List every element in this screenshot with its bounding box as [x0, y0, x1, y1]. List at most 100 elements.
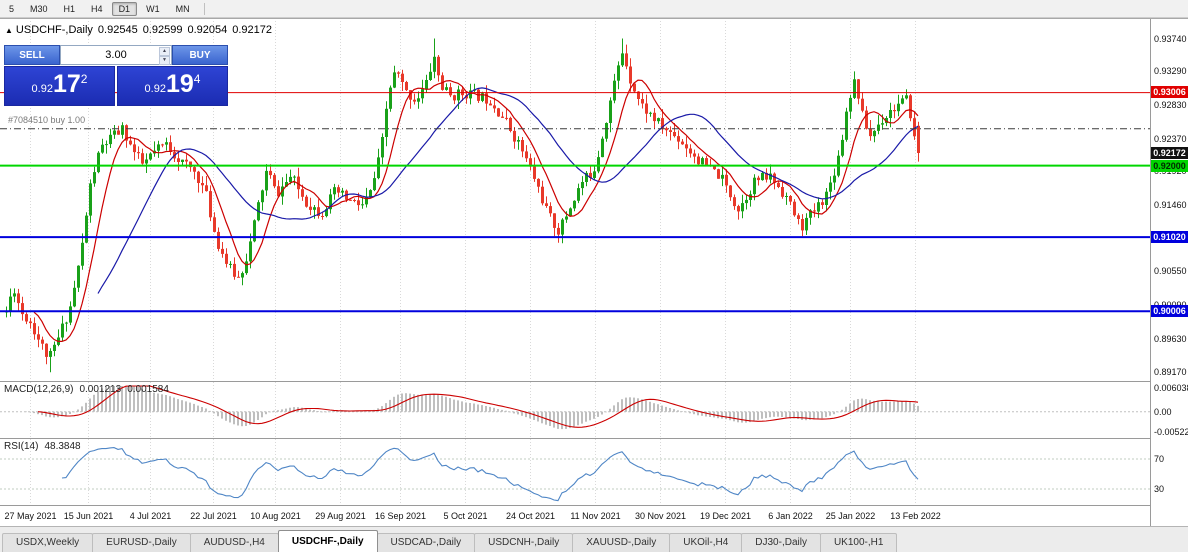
- date-tick-label: 24 Oct 2021: [505, 511, 556, 521]
- candle-body: [885, 118, 888, 124]
- candlestick-chart-canvas[interactable]: [0, 21, 1150, 381]
- macd-bar: [689, 411, 691, 414]
- panel-separator[interactable]: [0, 438, 1188, 439]
- buy-price-button[interactable]: 0.92194: [117, 66, 228, 106]
- candle-body: [165, 142, 168, 145]
- candle-body: [185, 159, 188, 162]
- chart-tab-xauusd-daily[interactable]: XAUUSD-,Daily: [572, 533, 671, 552]
- macd-bar: [385, 403, 387, 412]
- macd-bar: [109, 386, 111, 412]
- timeframe-button-w1[interactable]: W1: [146, 3, 160, 14]
- candle-body: [873, 130, 876, 137]
- macd-bar: [501, 409, 503, 412]
- macd-bar: [789, 411, 791, 418]
- chart-tab-usdcad-daily[interactable]: USDCAD-,Daily: [376, 533, 476, 552]
- candle-body: [65, 322, 68, 324]
- chart-tab-uk100-h1[interactable]: UK100-,H1: [819, 533, 898, 552]
- candle-body: [129, 140, 132, 145]
- candle-body: [133, 144, 136, 153]
- volume-input[interactable]: 3.00 ▲ ▼: [60, 45, 172, 65]
- sell-price-button[interactable]: 0.92172: [4, 66, 115, 106]
- macd-bar: [905, 400, 907, 412]
- buy-button[interactable]: BUY: [172, 45, 228, 65]
- macd-bar: [97, 391, 99, 412]
- timeframe-button-5[interactable]: 5: [9, 3, 15, 14]
- macd-bar: [693, 411, 695, 415]
- timeframe-button-h1[interactable]: H1: [63, 3, 76, 14]
- candle-body: [605, 123, 608, 139]
- candle-body: [781, 187, 784, 197]
- macd-bar: [549, 411, 551, 426]
- chart-tab-usdcnh-daily[interactable]: USDCNH-,Daily: [474, 533, 574, 552]
- candle-body: [409, 90, 412, 100]
- candle-body: [317, 207, 320, 216]
- macd-bar: [545, 411, 547, 425]
- candle-body: [801, 219, 804, 231]
- candle-body: [733, 197, 736, 207]
- macd-bar: [761, 411, 763, 419]
- candle-body: [553, 213, 556, 228]
- candle-body: [177, 158, 180, 162]
- volume-down-icon[interactable]: ▼: [159, 56, 170, 65]
- macd-bar: [757, 411, 759, 420]
- macd-canvas[interactable]: [0, 382, 1150, 438]
- candle-body: [865, 110, 868, 129]
- macd-bar: [813, 411, 815, 420]
- macd-bar: [897, 401, 899, 412]
- sell-button[interactable]: SELL: [4, 45, 60, 65]
- candle-body: [517, 140, 520, 142]
- macd-bar: [765, 411, 767, 419]
- panel-separator[interactable]: [0, 381, 1188, 382]
- macd-bar: [657, 404, 659, 412]
- candle-body: [681, 141, 684, 145]
- rsi-label: RSI(14) 48.3848: [4, 441, 81, 452]
- rsi-canvas[interactable]: [0, 439, 1150, 505]
- volume-spinner[interactable]: ▲ ▼: [159, 47, 170, 65]
- macd-bar: [637, 398, 639, 412]
- date-axis[interactable]: 27 May 2021 15 Jun 2021 4 Jul 2021 22 Jul 2…: [0, 506, 1150, 527]
- chart-window[interactable]: ▲ USDCHF-,Daily 0.92545 0.92599 0.92054 0.921…: [0, 18, 1188, 527]
- macd-bar: [617, 402, 619, 412]
- timeframe-button-m30[interactable]: M30: [30, 3, 48, 14]
- price-chart[interactable]: ▲ USDCHF-,Daily 0.92545 0.92599 0.92054 0.921…: [0, 21, 1150, 381]
- macd-bar: [321, 411, 323, 413]
- candle-body: [525, 151, 528, 159]
- macd-bar: [869, 400, 871, 412]
- candle-body: [181, 159, 184, 162]
- candle-body: [745, 199, 748, 204]
- macd-bar: [281, 409, 283, 412]
- candle-body: [293, 176, 296, 178]
- macd-panel[interactable]: MACD(12,26,9) 0.001213 0.001584: [0, 382, 1150, 438]
- candle-body: [877, 124, 880, 131]
- chart-tab-dj30-daily[interactable]: DJ30-,Daily: [741, 533, 821, 552]
- macd-bar: [601, 411, 603, 415]
- candle-body: [141, 153, 144, 164]
- candle-body: [17, 293, 20, 304]
- candle-body: [73, 287, 76, 307]
- candle-body: [13, 293, 16, 297]
- volume-up-icon[interactable]: ▲: [159, 47, 170, 56]
- price-axis[interactable]: 0.937400.932900.928300.923700.919200.914…: [1150, 19, 1188, 527]
- timeframe-button-h4[interactable]: H4: [91, 3, 103, 14]
- timeframe-toolbar: 5 M30 H1 H4 D1 W1 MN: [0, 0, 1188, 18]
- candle-body: [117, 130, 120, 135]
- macd-bar: [133, 386, 135, 412]
- chart-tab-usdchf-daily[interactable]: USDCHF-,Daily: [277, 530, 378, 552]
- timeframe-button-mn[interactable]: MN: [175, 3, 190, 14]
- macd-bar: [565, 411, 567, 429]
- chart-tab-eurusd-daily[interactable]: EURUSD-,Daily: [92, 533, 191, 552]
- chart-tab-ukoil-h4[interactable]: UKOil-,H4: [669, 533, 743, 552]
- candle-body: [161, 144, 164, 146]
- candle-body: [549, 206, 552, 214]
- timeframe-button-d1[interactable]: D1: [111, 1, 138, 16]
- buy-price-sup: 4: [193, 72, 201, 86]
- macd-bar: [817, 411, 819, 419]
- candle-body: [85, 215, 88, 243]
- macd-bar: [149, 391, 151, 412]
- rsi-panel[interactable]: RSI(14) 48.3848: [0, 439, 1150, 505]
- candle-body: [397, 72, 400, 74]
- chart-tab-usdx-weekly[interactable]: USDX,Weekly: [2, 533, 94, 552]
- macd-bar: [673, 409, 675, 412]
- chart-tab-audusd-h4[interactable]: AUDUSD-,H4: [189, 533, 279, 552]
- candle-body: [561, 219, 564, 235]
